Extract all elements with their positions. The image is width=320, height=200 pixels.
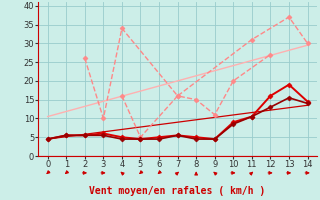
X-axis label: Vent moyen/en rafales ( km/h ): Vent moyen/en rafales ( km/h ) [90,186,266,196]
